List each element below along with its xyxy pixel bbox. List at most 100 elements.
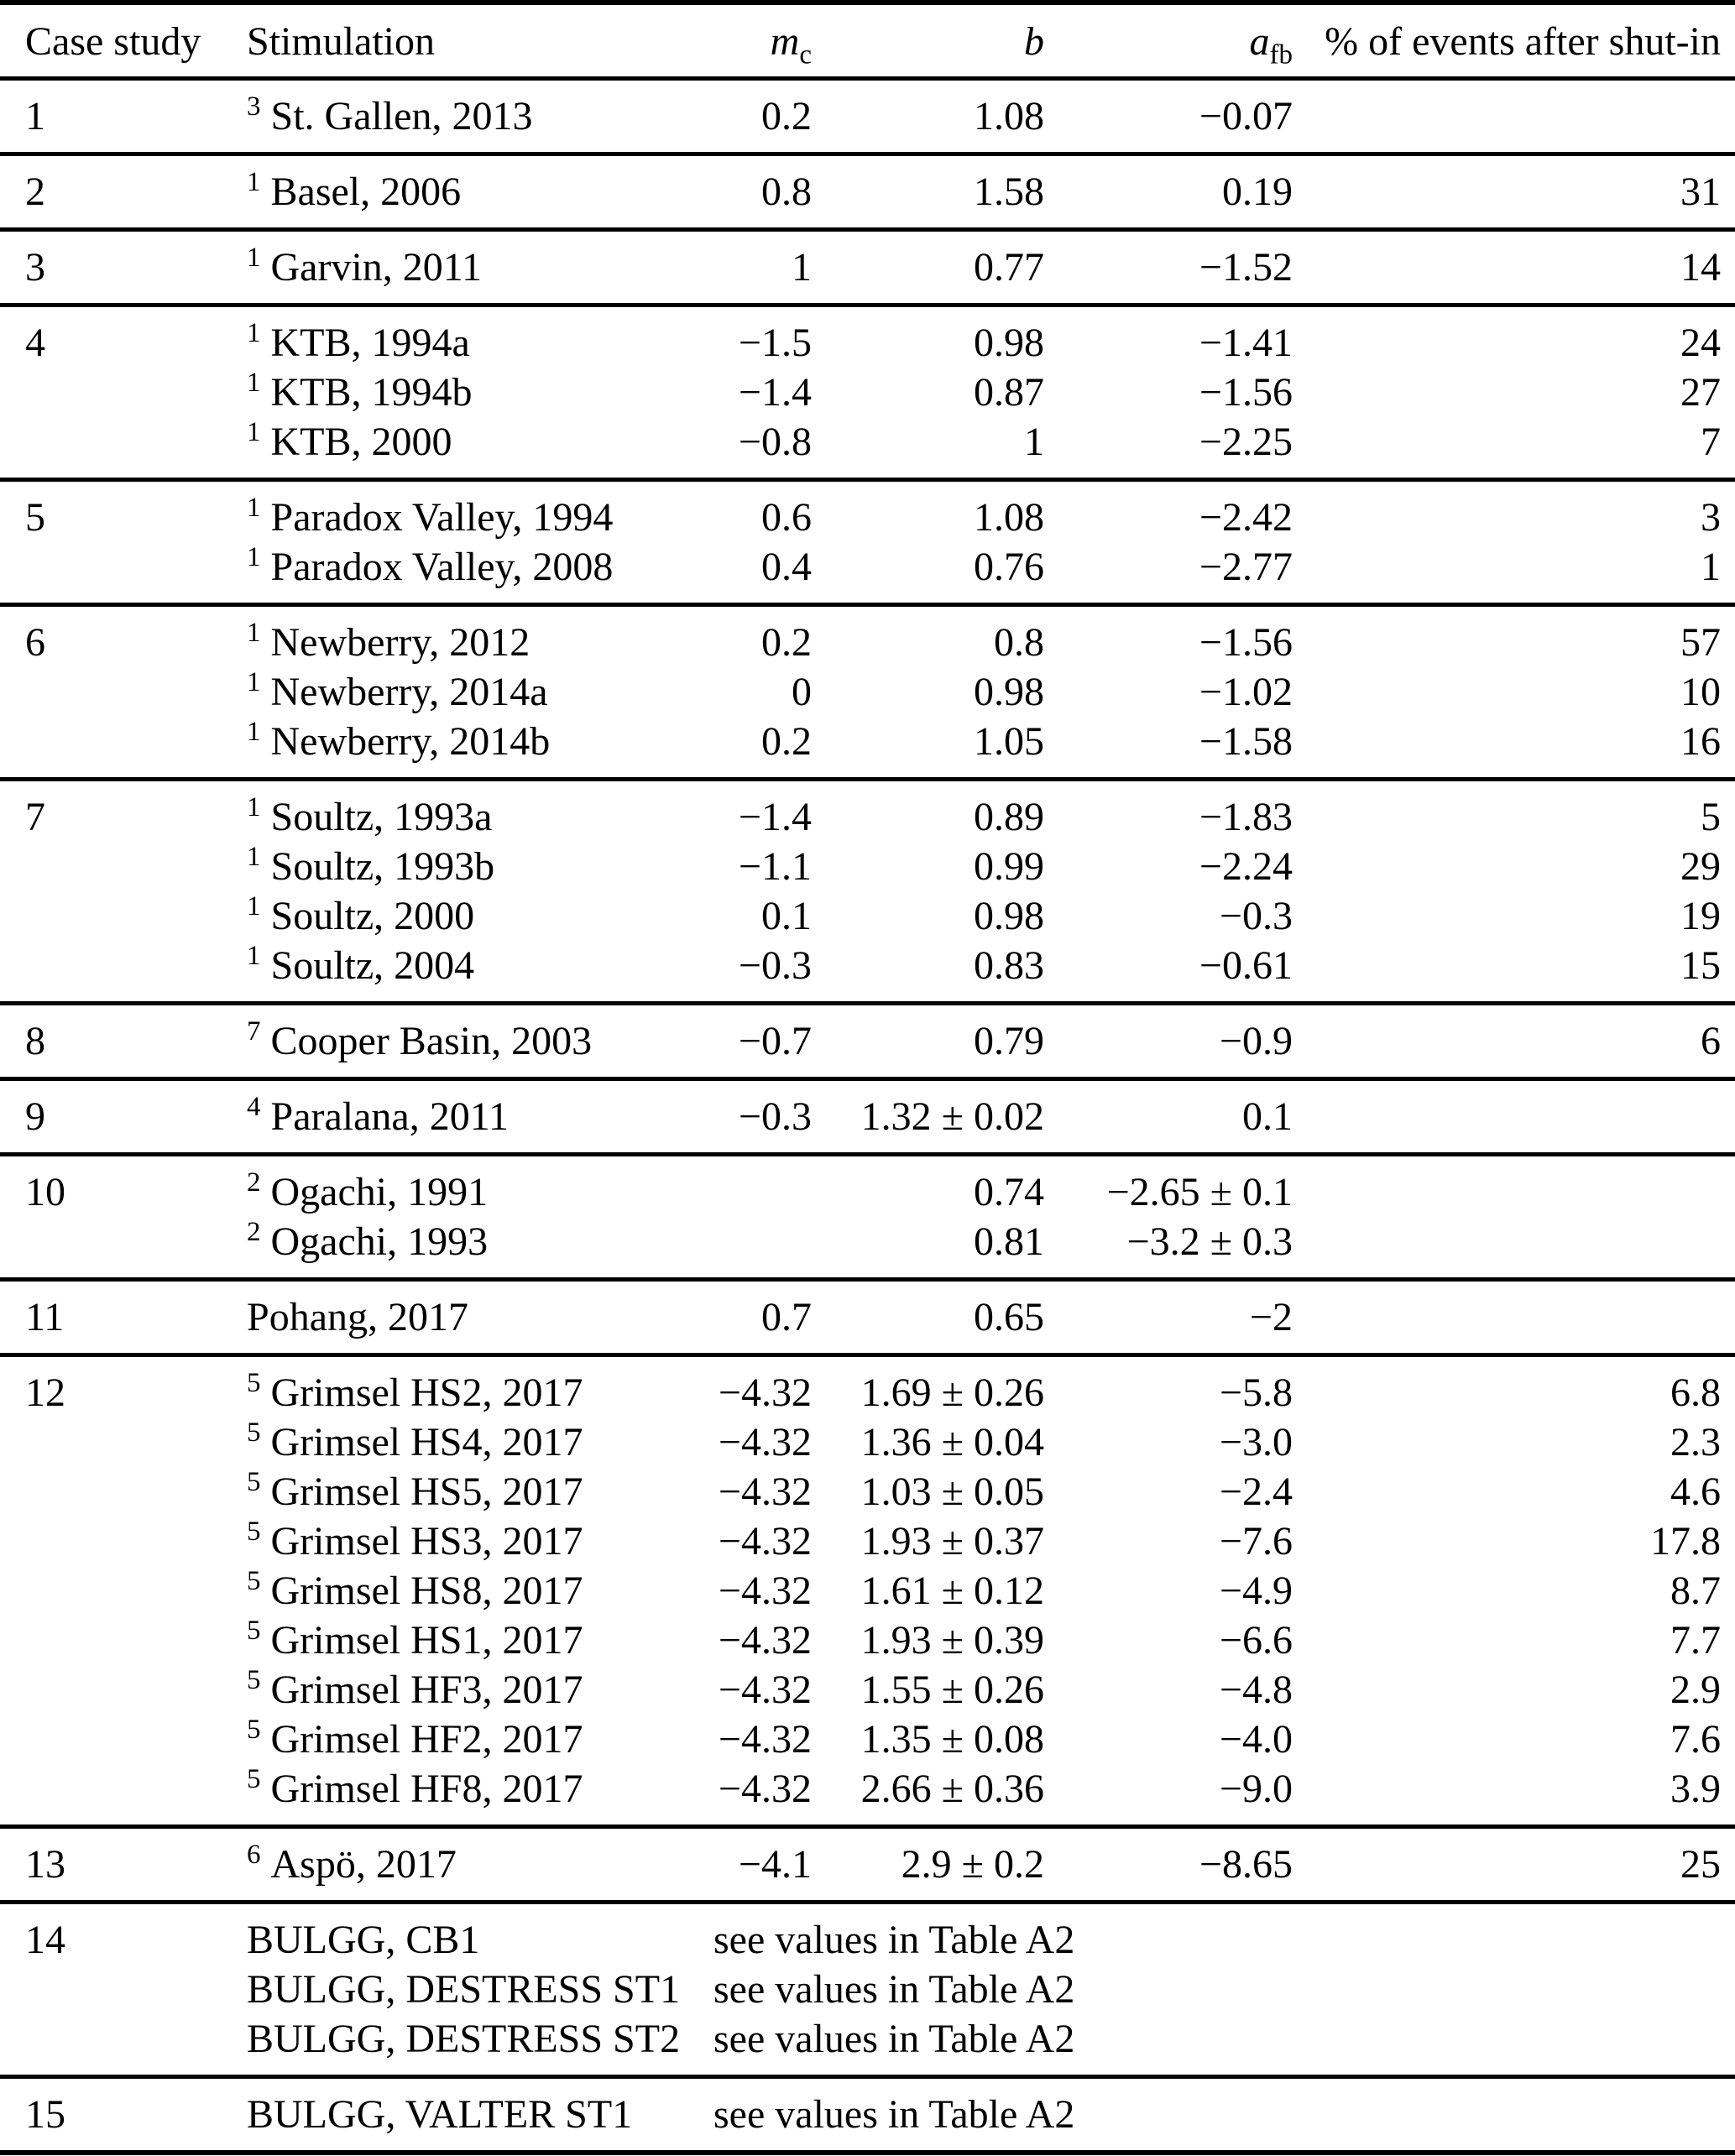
reference-superscript: 1 bbox=[247, 667, 261, 697]
stimulation-name: Paradox Valley, 2008 bbox=[270, 545, 614, 589]
table-row: 14 BULGG, CB1 see values in Table A2 bbox=[0, 1903, 1735, 1965]
case-group-11: 11 Pohang, 2017 0.7 0.65 −2 bbox=[0, 1279, 1735, 1355]
table-row: 1 Paradox Valley, 2008 0.4 0.76 −2.77 1 bbox=[0, 542, 1735, 605]
b-value: 0.76 bbox=[974, 545, 1044, 589]
stimulation-name: Soultz, 1993b bbox=[270, 844, 495, 889]
stimulation-name: Soultz, 2000 bbox=[270, 894, 475, 938]
stimulation-label: 5 Grimsel HF8, 2017 bbox=[247, 1764, 588, 1827]
case-group-3: 3 1 Garvin, 2011 1 0.77 −1.52 14 bbox=[0, 229, 1735, 305]
table-row: 2 1 Basel, 2006 0.8 1.58 0.19 31 bbox=[0, 154, 1735, 230]
stimulation-name: KTB, 1994a bbox=[270, 321, 470, 365]
case-group-8: 8 7 Cooper Basin, 2003 −0.7 0.79 −0.9 6 bbox=[0, 1003, 1735, 1079]
afb-value: −1.58 bbox=[1199, 719, 1293, 764]
stimulation-label: 5 Grimsel HS8, 2017 bbox=[247, 1566, 588, 1616]
table-row: 1 3 St. Gallen, 2013 0.2 1.08 −0.07 bbox=[0, 79, 1735, 154]
b-value: 0.83 bbox=[974, 943, 1044, 988]
b-value: 1.55 ± 0.26 bbox=[860, 1668, 1044, 1712]
stimulation-name: Aspö, 2017 bbox=[270, 1842, 457, 1887]
case-number bbox=[0, 542, 247, 605]
stimulation-name: St. Gallen, 2013 bbox=[270, 94, 533, 138]
mc-value: 0.8 bbox=[761, 170, 812, 214]
afb-value: −1.56 bbox=[1199, 620, 1293, 665]
case-number: 13 bbox=[25, 1842, 65, 1887]
mc-value: −1.5 bbox=[738, 321, 812, 365]
reference-superscript: 5 bbox=[247, 1616, 261, 1646]
case-group-12: 12 5 Grimsel HS2, 2017 −4.32 1.69 ± 0.26 −5.8… bbox=[0, 1355, 1735, 1827]
reference-superscript: 2 bbox=[247, 1217, 261, 1247]
reference-superscript: 5 bbox=[247, 1764, 261, 1794]
reference-superscript: 1 bbox=[247, 891, 261, 921]
case-number bbox=[0, 941, 247, 1004]
mc-value: −4.32 bbox=[718, 1420, 812, 1464]
b-value: 1.58 bbox=[974, 170, 1044, 214]
stimulation-label: 1 Newberry, 2012 bbox=[247, 605, 588, 668]
afb-value: −2 bbox=[1249, 1295, 1293, 1339]
afb-value: −1.02 bbox=[1199, 670, 1293, 714]
case-group-10: 10 2 Ogachi, 1991 0.74 −2.65 ± 0.1 2 Ogachi, 1… bbox=[0, 1154, 1735, 1280]
stimulation-name: Grimsel HF8, 2017 bbox=[270, 1767, 583, 1811]
table-row: 1 Soultz, 1993b −1.1 0.99 −2.24 29 bbox=[0, 842, 1735, 891]
stimulation-name: Paradox Valley, 1994 bbox=[270, 495, 614, 540]
case-number: 10 bbox=[25, 1170, 65, 1214]
case-number: 5 bbox=[25, 495, 45, 540]
mc-value: −4.32 bbox=[718, 1370, 812, 1415]
case-group-13: 13 6 Aspö, 2017 −4.1 2.9 ± 0.2 −8.65 25 bbox=[0, 1826, 1735, 1903]
see-values-note: see values in Table A2 bbox=[713, 1967, 1075, 2012]
pct-value: 3 bbox=[1701, 495, 1721, 540]
reference-superscript: 5 bbox=[247, 1665, 261, 1695]
table-row: 1 Newberry, 2014a 0 0.98 −1.02 10 bbox=[0, 667, 1735, 717]
pct-value: 6 bbox=[1701, 1019, 1721, 1063]
reference-superscript: 5 bbox=[247, 1715, 261, 1745]
b-value: 1.32 ± 0.02 bbox=[860, 1094, 1044, 1139]
table-row: 1 Soultz, 2000 0.1 0.98 −0.3 19 bbox=[0, 891, 1735, 941]
mc-value: −4.32 bbox=[718, 1618, 812, 1663]
stimulation-name: BULGG, DESTRESS ST1 bbox=[247, 1967, 681, 2012]
table-row: 7 1 Soultz, 1993a −1.4 0.89 −1.83 5 bbox=[0, 780, 1735, 843]
case-number: 8 bbox=[25, 1019, 45, 1063]
reference-superscript: 5 bbox=[247, 1566, 261, 1596]
case-number: 12 bbox=[25, 1370, 65, 1415]
stimulation-label: 3 St. Gallen, 2013 bbox=[247, 79, 588, 154]
stimulation-label: 1 KTB, 1994a bbox=[247, 305, 588, 368]
pct-value: 27 bbox=[1680, 370, 1721, 415]
pct-value: 17.8 bbox=[1650, 1519, 1721, 1563]
case-number bbox=[0, 1764, 247, 1827]
afb-value: −4.8 bbox=[1219, 1668, 1293, 1712]
mc-value: −4.32 bbox=[718, 1767, 812, 1811]
table-row: 3 1 Garvin, 2011 1 0.77 −1.52 14 bbox=[0, 230, 1735, 305]
col-header-case-study: Case study bbox=[0, 3, 247, 81]
b-value: 1.08 bbox=[974, 94, 1044, 138]
pct-value bbox=[1293, 79, 1735, 154]
b-value: 1.05 bbox=[974, 719, 1044, 764]
stimulation-label: 1 Paradox Valley, 1994 bbox=[247, 480, 613, 543]
pct-value bbox=[1293, 1217, 1735, 1280]
stimulation-name: KTB, 1994b bbox=[270, 370, 473, 415]
mc-value: −4.32 bbox=[718, 1470, 812, 1514]
stimulation-label: 1 Newberry, 2014a bbox=[247, 667, 588, 717]
pct-value: 29 bbox=[1680, 844, 1721, 889]
reference-superscript: 1 bbox=[247, 717, 261, 747]
reference-superscript: 1 bbox=[247, 792, 261, 822]
afb-value: 0.1 bbox=[1242, 1094, 1293, 1139]
stimulation-name: Paralana, 2011 bbox=[270, 1094, 509, 1139]
afb-symbol: a bbox=[1249, 19, 1270, 64]
stimulation-name: BULGG, VALTER ST1 bbox=[247, 2092, 633, 2137]
case-number: 1 bbox=[25, 94, 45, 138]
table-row: 9 4 Paralana, 2011 −0.3 1.32 ± 0.02 0.1 bbox=[0, 1079, 1735, 1155]
mc-value: −1.4 bbox=[738, 795, 812, 839]
case-number: 15 bbox=[25, 2092, 65, 2137]
b-value: 0.98 bbox=[974, 321, 1044, 365]
b-value: 1.69 ± 0.26 bbox=[860, 1370, 1044, 1415]
b-value: 1.35 ± 0.08 bbox=[860, 1717, 1044, 1762]
stimulation-name: Soultz, 1993a bbox=[270, 795, 493, 839]
mc-value: 0.6 bbox=[761, 495, 812, 540]
case-number: 14 bbox=[25, 1918, 65, 1962]
afb-value: −1.83 bbox=[1199, 795, 1293, 839]
case-group-15: 15 BULGG, VALTER ST1 see values in Table A… bbox=[0, 2076, 1735, 2153]
case-number bbox=[0, 1665, 247, 1715]
reference-superscript: 1 bbox=[247, 318, 261, 348]
case-number bbox=[0, 842, 247, 891]
table-row: BULGG, DESTRESS ST1 see values in Table A… bbox=[0, 1965, 1735, 2014]
table-row: 6 1 Newberry, 2012 0.2 0.8 −1.56 57 bbox=[0, 605, 1735, 668]
